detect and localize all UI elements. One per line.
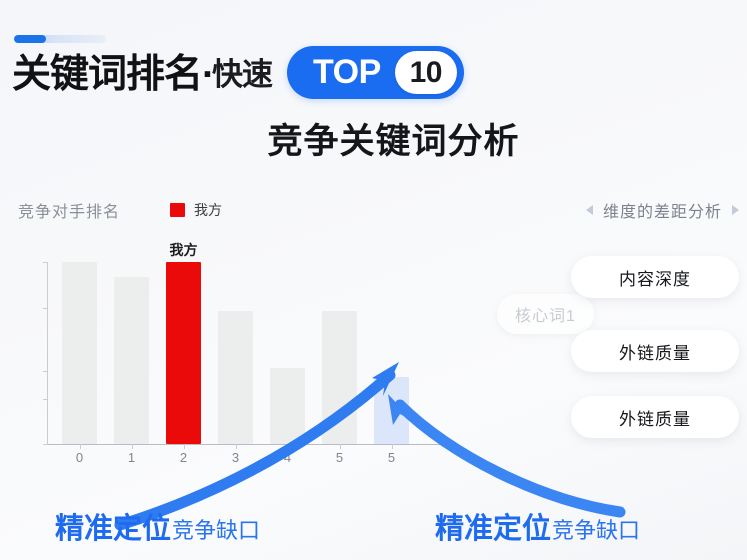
x-axis-tick-mark (287, 444, 289, 449)
right-panel-header: 维度的差距分析 (585, 198, 739, 222)
bar[interactable] (374, 376, 409, 444)
bar-highlight-label: 我方 (169, 242, 198, 258)
caption-right: 精准定位 竞争缺口 (435, 505, 640, 547)
page-title: 关键词排名· 快速 (12, 47, 273, 103)
ghost-keyword-pill: 核心词1 (497, 294, 594, 334)
x-axis-tick-label: 2 (179, 450, 188, 465)
x-axis-tick-mark (339, 444, 341, 449)
right-panel-header-label: 维度的差距分析 (602, 204, 722, 221)
y-axis-line (47, 262, 48, 444)
caption-right-weak: 竞争缺口 (552, 518, 641, 543)
triangle-right-icon (732, 205, 739, 215)
x-axis-tick-mark (235, 444, 237, 449)
caption-left-weak: 竞争缺口 (172, 518, 261, 543)
x-axis-tick-mark (79, 444, 81, 449)
bar[interactable] (218, 311, 253, 444)
legend-item-mine: 我方 (170, 200, 222, 220)
bar-highlight[interactable] (166, 262, 201, 444)
x-axis-tick-mark (183, 444, 185, 449)
bar-chart: 1007540250012我方3455 (0, 242, 470, 480)
bar[interactable] (114, 276, 149, 444)
progress-bar-fill (14, 35, 47, 43)
x-axis-tick-label: 5 (335, 450, 344, 465)
legend-swatch-icon (170, 203, 186, 217)
dimension-card-3[interactable]: 外链质量 (571, 396, 739, 438)
caption-right-strong: 精准定位 (435, 513, 552, 545)
x-axis-line (47, 444, 443, 445)
x-axis-tick-label: 1 (127, 450, 136, 465)
y-axis-tick-mark (43, 371, 48, 373)
y-axis-tick-mark (43, 444, 48, 445)
top-badge-pill: 10 (394, 51, 457, 94)
top-rank-badge: TOP 10 (287, 46, 464, 99)
y-axis-tick-mark (43, 262, 48, 263)
dimension-card-1[interactable]: 内容深度 (571, 256, 739, 298)
top-badge-number: 10 (409, 55, 443, 89)
caption-left: 精准定位 竞争缺口 (55, 505, 260, 547)
x-axis-tick-mark (391, 444, 393, 449)
progress-bar-track (14, 35, 106, 43)
dimension-card-2-label: 外链质量 (619, 343, 691, 363)
dimension-card-2[interactable]: 外链质量 (571, 330, 739, 372)
page-title-emphasis: 快速 (212, 57, 273, 92)
page-title-main: 关键词排名· (12, 53, 215, 96)
top-badge-label: TOP (313, 53, 381, 91)
x-axis-tick-label: 5 (387, 450, 396, 465)
x-axis-tick-label: 4 (283, 450, 292, 465)
x-axis-arrow-icon (442, 439, 449, 447)
chart-legend: 竞争对手排名 我方 (18, 198, 222, 222)
legend-item-label: 我方 (194, 202, 223, 218)
chart-legend-title: 竞争对手排名 (18, 204, 121, 221)
dimension-card-1-label: 内容深度 (619, 269, 691, 289)
x-axis-tick-label: 3 (231, 450, 240, 465)
dimension-card-3-label: 外链质量 (619, 409, 691, 429)
triangle-left-icon (585, 205, 593, 215)
x-axis-tick-mark (131, 444, 133, 449)
bar[interactable] (62, 262, 97, 444)
caption-left-strong: 精准定位 (55, 513, 172, 545)
page-subtitle: 竞争关键词分析 (267, 122, 520, 161)
bar[interactable] (270, 367, 305, 444)
x-axis-tick-label: 0 (75, 450, 84, 465)
bar[interactable] (322, 311, 357, 444)
y-axis-tick-mark (43, 307, 48, 309)
y-axis-tick-mark (43, 398, 48, 400)
